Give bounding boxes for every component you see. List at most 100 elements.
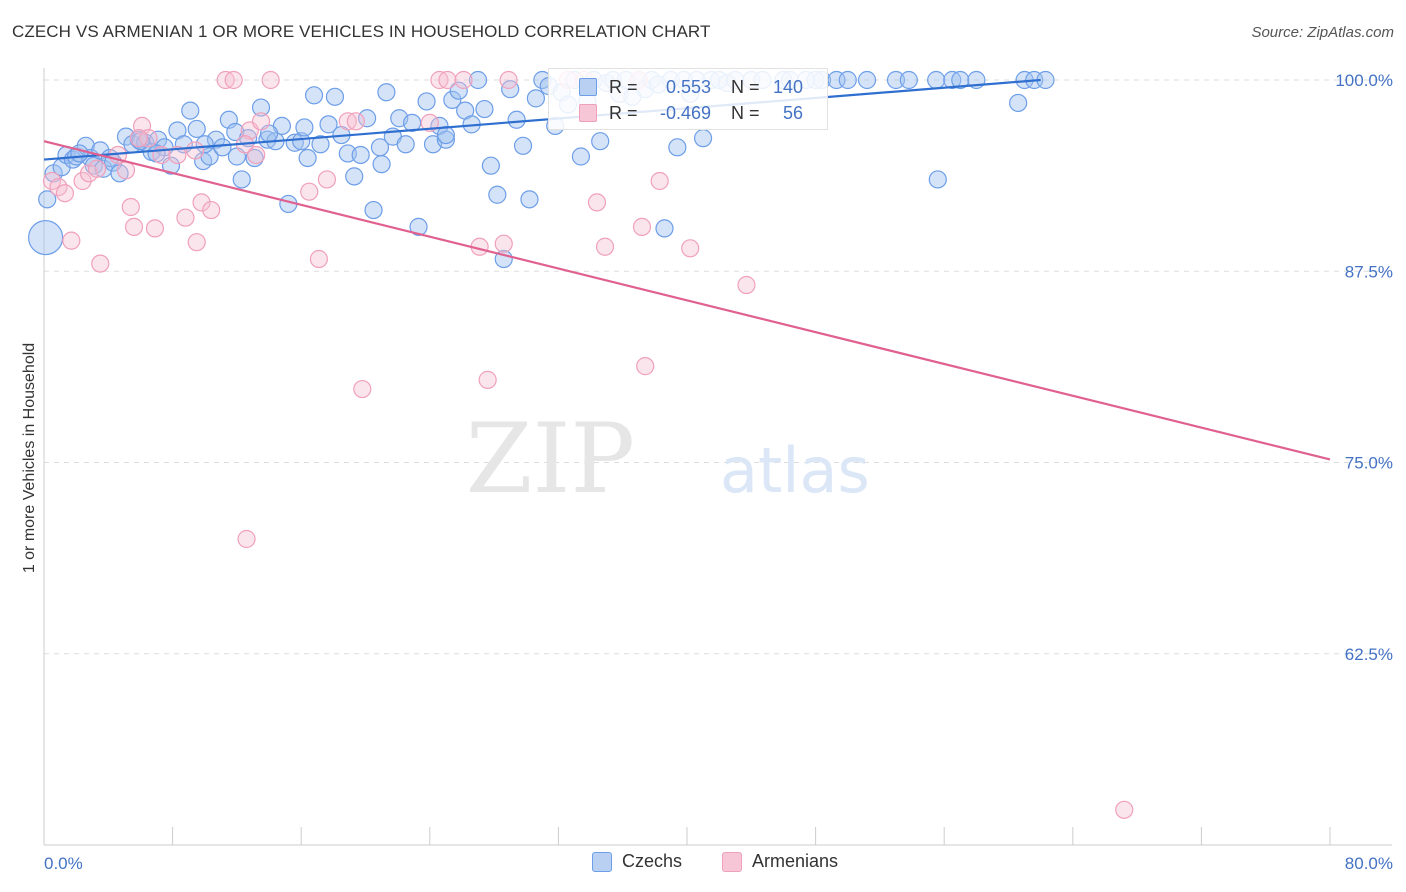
armenians-point xyxy=(353,379,372,399)
czechs-point xyxy=(927,70,946,90)
czechs-point xyxy=(364,200,383,220)
czechs-point xyxy=(417,92,436,111)
legend-item-czechs[interactable]: Czechs xyxy=(592,851,682,872)
czechs-point xyxy=(377,83,396,102)
r-value: 0.553 xyxy=(665,77,711,97)
czechs-point xyxy=(928,170,947,189)
czechs-point xyxy=(232,170,251,189)
czechs-point xyxy=(443,90,462,109)
y-tick-label: 100.0% xyxy=(1335,71,1393,90)
armenians-point xyxy=(420,113,439,132)
armenians-point xyxy=(176,208,195,227)
watermark-atlas: atlas xyxy=(720,434,870,507)
czechs-point xyxy=(396,135,415,154)
czechs-point xyxy=(481,156,500,175)
trend-lines xyxy=(43,78,1331,461)
armenians-point xyxy=(121,197,140,217)
y-tick-label: 62.5% xyxy=(1345,645,1393,664)
legend-label-armenians: Armenians xyxy=(752,851,839,871)
armenians-points xyxy=(42,70,1134,819)
czechs-point xyxy=(507,110,526,129)
czechs-point xyxy=(693,129,713,148)
armenians-point xyxy=(124,217,144,236)
czechs-point xyxy=(298,148,317,168)
armenians-point xyxy=(650,171,669,191)
armenians-point xyxy=(192,193,211,212)
armenians-point xyxy=(681,239,700,258)
armenians-point xyxy=(737,275,756,295)
czechs-trend-line xyxy=(43,78,1041,161)
czechs-point xyxy=(886,70,906,90)
czechs-point xyxy=(838,70,857,90)
czechs-point xyxy=(325,87,345,106)
armenians-point xyxy=(346,112,365,131)
armenians-point xyxy=(145,219,165,238)
armenians-point xyxy=(62,231,81,250)
armenians-point xyxy=(87,159,107,178)
armenians-point xyxy=(251,112,271,131)
czechs-point xyxy=(187,119,206,139)
r-label: R = xyxy=(609,103,638,123)
czechs-points xyxy=(28,70,1055,269)
stats-box: R = 0.553 N = 140 R = -0.469 N = 56 xyxy=(548,68,828,130)
legend-label-czechs: Czechs xyxy=(622,851,683,871)
y-tick-label: 87.5% xyxy=(1345,262,1393,281)
x-tick-label: 80.0% xyxy=(1345,854,1393,873)
czechs-point xyxy=(501,80,520,99)
armenians-point xyxy=(1115,800,1134,819)
armenians-point xyxy=(168,145,187,165)
armenians-swatch xyxy=(579,104,597,122)
czechs-point xyxy=(292,132,311,151)
armenians-trend-line xyxy=(43,140,1331,461)
czechs-point xyxy=(591,132,610,151)
r-value: -0.469 xyxy=(659,103,711,123)
czechs-point xyxy=(345,167,364,186)
armenians-point xyxy=(129,129,148,148)
legend-item-armenians[interactable]: Armenians xyxy=(722,851,838,872)
axes xyxy=(43,68,1392,846)
stats-row-czechs: R = 0.553 N = 140 xyxy=(549,73,829,99)
czechs-legend-swatch xyxy=(592,851,612,872)
armenians-point xyxy=(636,357,655,376)
czechs-point xyxy=(245,148,264,168)
armenians-point xyxy=(438,70,457,90)
czechs-point xyxy=(311,135,330,154)
n-value: 140 xyxy=(772,77,803,97)
y-tick-label: 75.0% xyxy=(1345,454,1393,473)
n-label: N = xyxy=(731,77,760,97)
czechs-point xyxy=(181,101,200,120)
chart-title: CZECH VS ARMENIAN 1 OR MORE VEHICLES IN … xyxy=(12,22,711,41)
armenians-point xyxy=(186,141,205,160)
grid-lines xyxy=(44,79,1392,655)
armenians-point xyxy=(300,182,319,201)
legend: Czechs Armenians xyxy=(0,851,1406,877)
armenians-point xyxy=(202,200,221,220)
czechs-point xyxy=(403,113,422,132)
armenians-point xyxy=(317,170,337,189)
armenians-point xyxy=(478,370,497,389)
armenians-point xyxy=(247,145,266,165)
armenians-point xyxy=(91,254,110,273)
czechs-point xyxy=(304,86,324,105)
czechs-point xyxy=(295,118,314,137)
czechs-point xyxy=(436,130,455,149)
source-label: Source: ZipAtlas.com xyxy=(1251,24,1394,41)
czechs-point xyxy=(358,109,377,128)
czechs-point xyxy=(449,81,468,100)
czechs-point xyxy=(213,138,232,157)
armenians-point xyxy=(309,249,328,269)
czechs-point xyxy=(28,219,64,256)
czechs-point xyxy=(436,125,455,145)
armenians-point xyxy=(261,70,280,90)
czechs-point xyxy=(857,70,877,90)
czechs-point xyxy=(1009,93,1028,113)
tick-labels: 62.5% 75.0% 87.5% 100.0% 0.0% 80.0% xyxy=(44,71,1393,873)
czechs-point xyxy=(351,145,370,165)
stats-row-armenians: R = -0.469 N = 56 xyxy=(549,99,829,125)
czechs-point xyxy=(513,136,533,155)
y-axis-title: 1 or more Vehicles in Household xyxy=(21,342,38,574)
czechs-point xyxy=(468,70,488,90)
czechs-point xyxy=(668,138,687,157)
armenians-point xyxy=(494,234,513,253)
